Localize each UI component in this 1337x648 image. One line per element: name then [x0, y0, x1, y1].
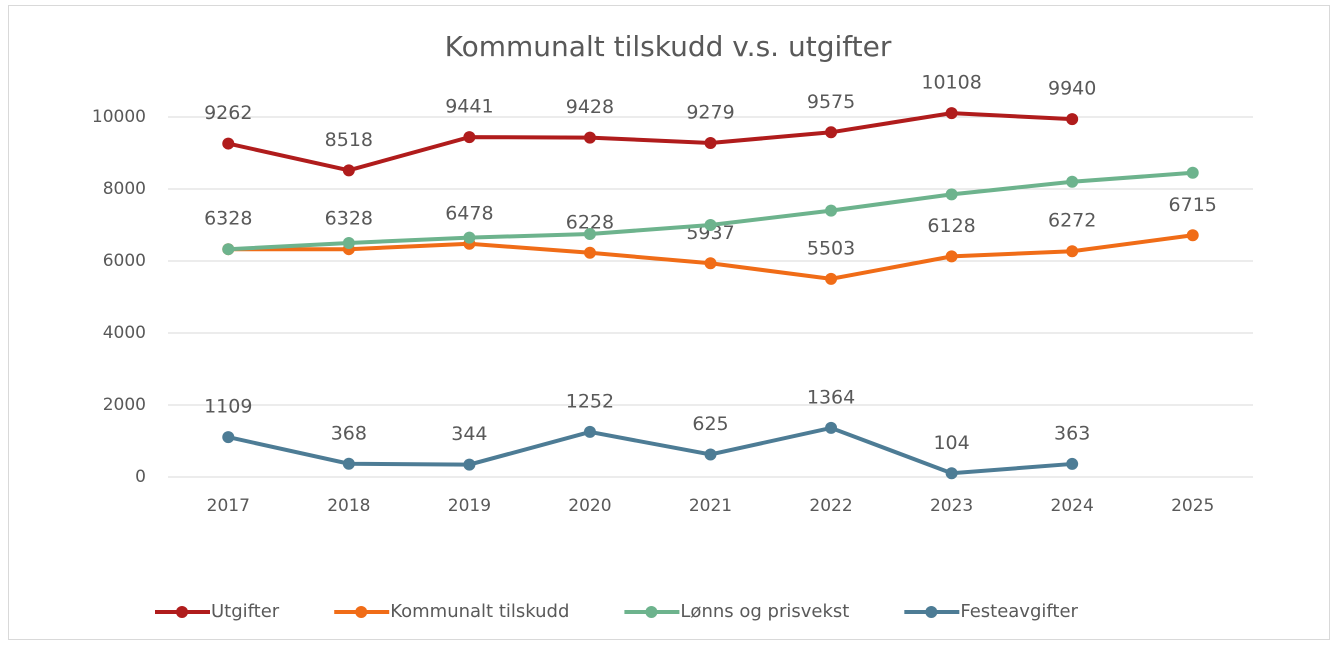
legend-label: Utgifter: [211, 601, 280, 622]
x-tick-label: 2021: [689, 496, 732, 516]
y-tick-label: 10000: [92, 107, 146, 127]
legend-marker: [925, 606, 938, 618]
data-label: 10108: [921, 72, 981, 94]
data-label: 1364: [807, 386, 855, 408]
data-point: [704, 219, 717, 231]
data-point: [1186, 229, 1199, 242]
data-label: 368: [331, 422, 367, 444]
data-label: 9279: [686, 101, 734, 123]
data-point: [222, 137, 235, 150]
data-point: [583, 131, 596, 144]
y-tick-label: 0: [135, 467, 146, 487]
data-label: 6328: [204, 208, 252, 230]
data-point: [825, 272, 838, 285]
series-line: [227, 425, 1073, 476]
data-label: 6478: [445, 202, 493, 224]
data-label: 9940: [1048, 78, 1096, 100]
legend-marker: [645, 606, 658, 618]
x-tick-label: 2025: [1171, 496, 1214, 516]
data-point: [222, 431, 235, 444]
legend-label: Kommunalt tilskudd: [390, 601, 569, 622]
data-point: [342, 164, 355, 177]
data-point: [463, 231, 476, 244]
data-point: [825, 421, 838, 434]
data-point: [342, 457, 355, 470]
data-point: [704, 257, 717, 270]
data-point: [704, 448, 717, 461]
data-label: 6228: [566, 211, 614, 233]
x-tick-label: 2023: [930, 496, 973, 516]
data-label: 344: [451, 423, 487, 445]
data-label: 8518: [325, 129, 373, 151]
legend-marker: [355, 606, 368, 618]
data-label: 9262: [204, 102, 252, 124]
x-tick-label: 2018: [327, 496, 370, 516]
x-tick-label: 2024: [1051, 496, 1094, 516]
data-point: [945, 467, 958, 480]
legend-marker: [176, 606, 188, 618]
data-label: 104: [933, 432, 969, 454]
data-label: 1252: [566, 390, 614, 412]
x-tick-label: 2019: [448, 496, 491, 516]
data-point: [704, 136, 717, 149]
x-tick-label: 2020: [568, 496, 611, 516]
data-label: 9575: [807, 91, 855, 113]
data-point: [583, 228, 596, 240]
x-tick-label: 2017: [207, 496, 250, 516]
legend-label: Festeavgifter: [960, 601, 1078, 622]
chart-border: [8, 5, 1330, 640]
data-label: 9441: [445, 96, 493, 118]
y-tick-label: 6000: [103, 251, 146, 271]
series-line: [227, 111, 1073, 173]
data-point: [463, 131, 476, 144]
data-point: [1066, 113, 1079, 126]
chart-title: Kommunalt tilskudd v.s. utgifter: [445, 30, 892, 63]
y-tick-label: 8000: [103, 179, 146, 199]
data-point: [1066, 245, 1079, 258]
data-point: [583, 246, 596, 259]
data-label: 6328: [325, 208, 373, 230]
x-tick-label: 2022: [809, 496, 852, 516]
data-point: [463, 458, 476, 471]
data-label: 6715: [1169, 194, 1217, 216]
legend-label: Lønns og prisvekst: [680, 601, 849, 622]
data-label: 625: [692, 413, 728, 435]
data-label: 6272: [1048, 210, 1096, 232]
data-label: 9428: [566, 96, 614, 118]
data-label: 6128: [927, 215, 975, 237]
data-point: [825, 204, 838, 217]
data-label: 363: [1054, 422, 1090, 444]
data-point: [945, 250, 958, 263]
data-point: [583, 425, 596, 438]
data-point: [825, 126, 838, 139]
data-point: [342, 237, 355, 249]
data-point: [1066, 457, 1079, 470]
data-point: [222, 243, 235, 256]
data-point: [945, 107, 958, 120]
data-point: [945, 188, 958, 201]
y-tick-label: 4000: [103, 323, 146, 343]
data-point: [1066, 175, 1079, 188]
data-point: [1186, 166, 1199, 179]
y-tick-label: 2000: [103, 395, 146, 415]
data-label: 1109: [204, 396, 252, 418]
data-label: 5503: [807, 237, 855, 259]
